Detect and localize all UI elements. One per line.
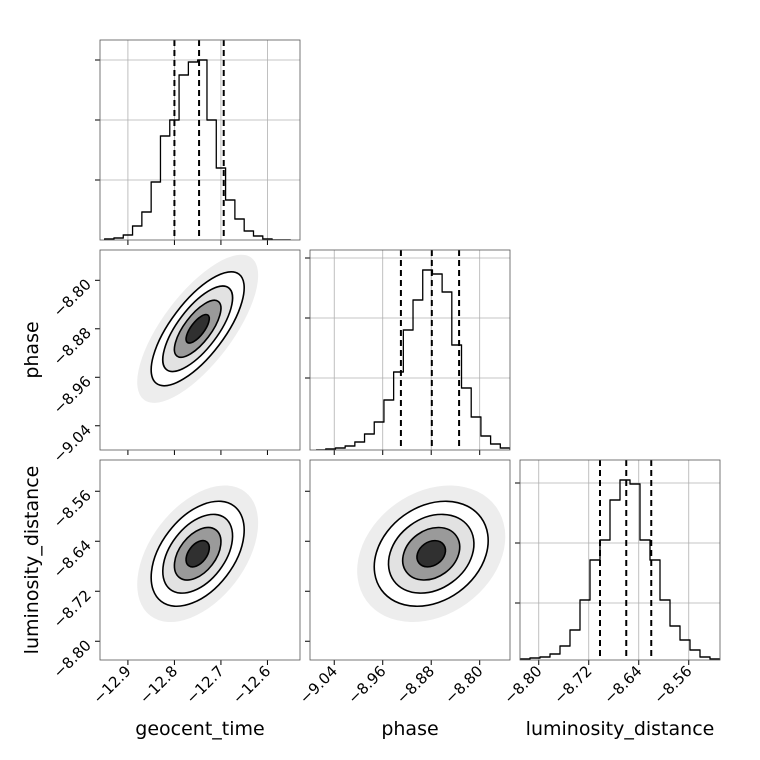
panel-frame (309, 249, 511, 451)
x-tick-label: −8.64 (600, 662, 645, 707)
x-tick-label: −8.88 (393, 662, 438, 707)
panel (100, 40, 300, 240)
x-tick-label: −12.7 (183, 662, 228, 707)
x-axis-label: geocent_time (135, 718, 264, 740)
y-tick-label: −8.72 (50, 586, 95, 631)
panel (310, 250, 510, 450)
x-tick-label: −8.80 (441, 662, 486, 707)
panel-frame (99, 459, 301, 661)
panel-frame (519, 459, 721, 661)
x-tick-label: −8.80 (500, 662, 545, 707)
panel (520, 460, 720, 660)
x-tick-label: −12.8 (136, 662, 181, 707)
y-tick-label: −8.56 (50, 486, 95, 531)
y-tick-label: −8.64 (50, 536, 95, 581)
y-tick-label: −8.80 (50, 636, 95, 681)
x-tick-label: −12.6 (229, 662, 274, 707)
panel (137, 254, 259, 403)
histogram-outline (104, 59, 291, 240)
y-tick-label: −8.80 (50, 275, 95, 320)
x-axis-label: luminosity_distance (526, 718, 715, 740)
panel (357, 485, 506, 623)
y-tick-label: −9.04 (50, 421, 95, 466)
histogram-outline (520, 479, 720, 660)
panel-frame (309, 459, 511, 661)
x-tick-label: −8.56 (650, 662, 695, 707)
density-contour (185, 539, 211, 568)
x-tick-label: −9.04 (296, 662, 341, 707)
y-tick-label: −8.88 (50, 324, 95, 369)
x-tick-label: −8.72 (550, 662, 595, 707)
histogram-outline (316, 269, 510, 450)
panel-frame (99, 39, 301, 241)
x-tick-label: −8.96 (344, 662, 389, 707)
panel (137, 485, 259, 623)
density-contour (185, 313, 211, 344)
y-tick-label: −8.96 (50, 372, 95, 417)
panel-frame (99, 249, 301, 451)
density-contour (416, 539, 447, 568)
y-axis-label: luminosity_distance (21, 466, 43, 655)
x-axis-label: phase (381, 718, 438, 740)
y-axis-label: phase (21, 321, 43, 378)
x-tick-label: −12.9 (90, 662, 135, 707)
